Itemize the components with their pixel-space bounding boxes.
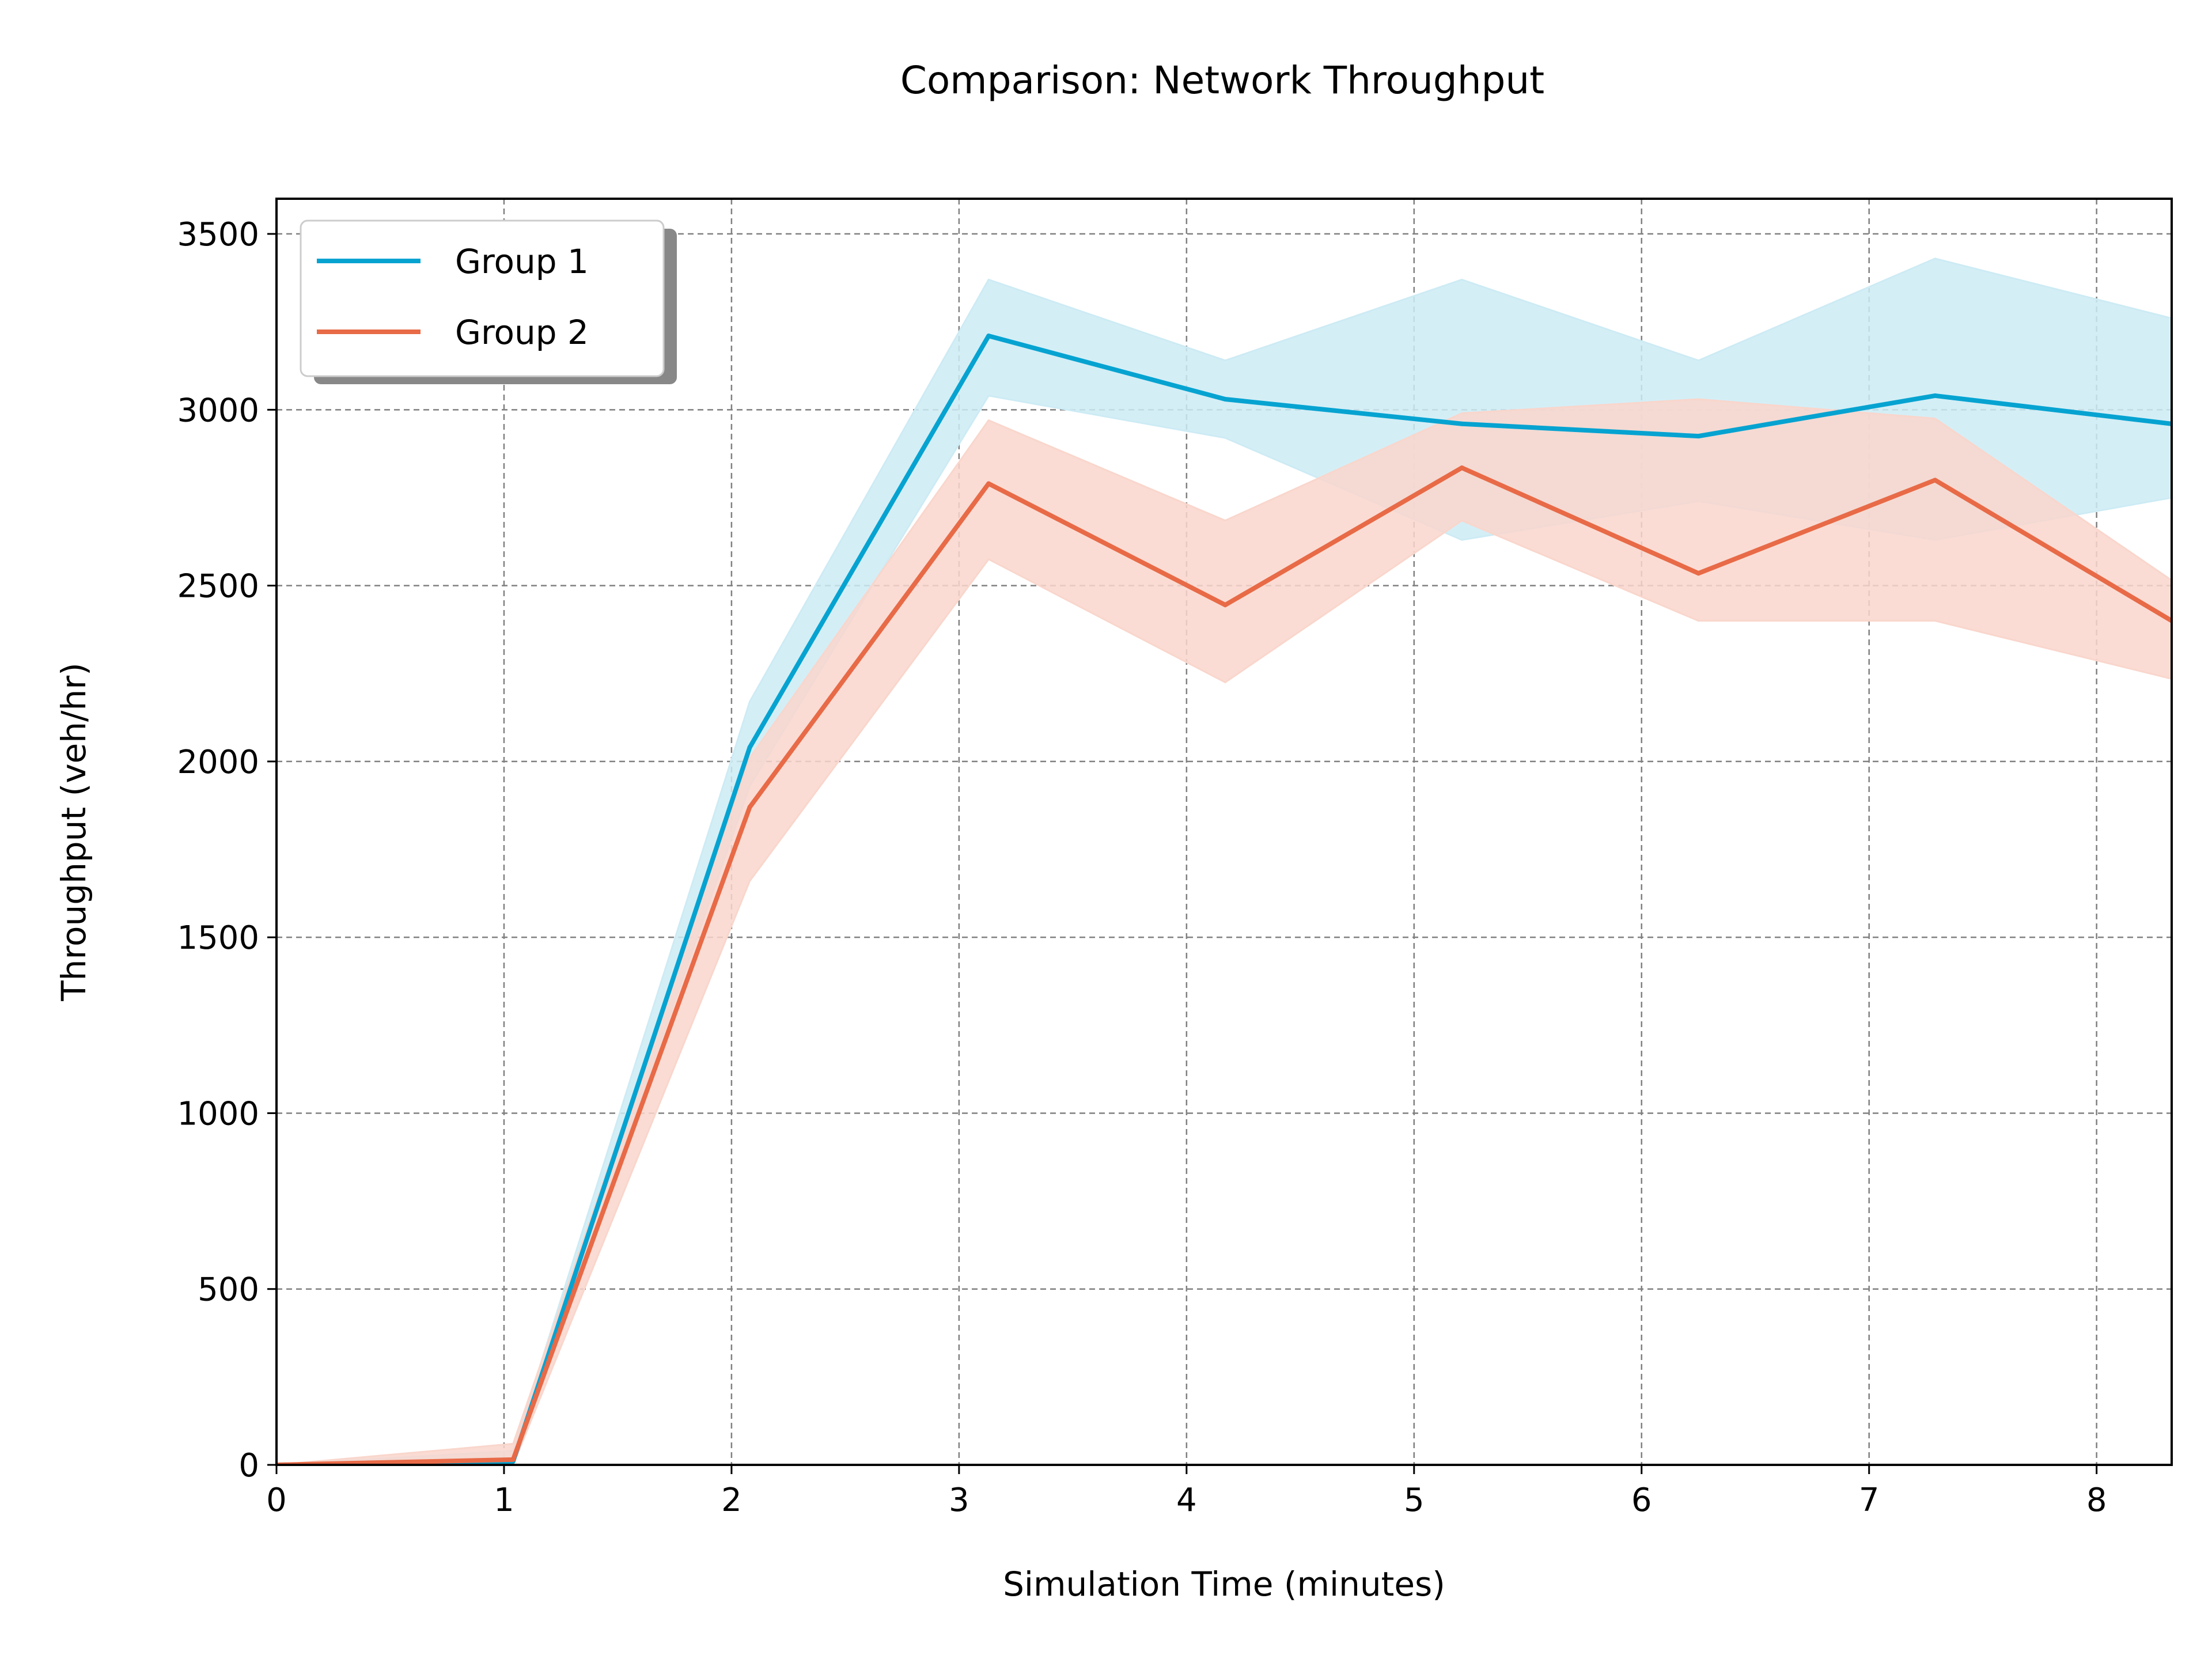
x-tick-label: 5 [1404, 1482, 1425, 1519]
x-tick-label: 2 [721, 1482, 742, 1519]
chart-title: Comparison: Network Throughput [900, 58, 1544, 103]
data-point-group-2 [510, 1457, 516, 1462]
data-point-group-2 [747, 805, 752, 810]
y-tick-label: 2000 [177, 744, 259, 781]
legend-label-group-1: Group 1 [455, 242, 589, 281]
y-axis-label: Throughput (veh/hr) [54, 662, 93, 1002]
x-axis-label: Simulation Time (minutes) [1003, 1565, 1445, 1604]
y-tick-label: 3500 [177, 216, 259, 253]
y-tick-label: 2500 [177, 568, 259, 605]
data-point-group-1 [747, 745, 752, 750]
data-point-group-1 [1459, 421, 1464, 426]
y-tick-label: 500 [198, 1271, 259, 1309]
legend: Group 1 Group 2 [300, 219, 677, 384]
x-tick-label: 7 [1859, 1482, 1880, 1519]
x-tick-label: 6 [1631, 1482, 1652, 1519]
axis-ticks: 0 1 2 3 4 5 6 7 8 0 500 1000 1500 2000 2500 3000 3500 [177, 216, 2107, 1519]
x-tick-label: 1 [494, 1482, 514, 1519]
data-point-group-2 [1459, 465, 1464, 471]
x-tick-label: 3 [949, 1482, 969, 1519]
data-point-group-1 [1696, 434, 1701, 439]
x-tick-label: 8 [2086, 1482, 2107, 1519]
data-point-group-2 [1933, 478, 1938, 483]
data-point-group-2 [1696, 571, 1701, 576]
data-point-group-1 [986, 334, 991, 339]
data-point-group-1 [1222, 397, 1228, 402]
x-tick-label: 0 [266, 1482, 287, 1519]
y-tick-label: 3000 [177, 392, 259, 429]
legend-label-group-2: Group 2 [455, 313, 589, 352]
plot-frame [275, 198, 2173, 1466]
y-tick-label: 0 [238, 1447, 259, 1484]
data-point-group-1 [1933, 393, 1938, 398]
y-tick-label: 1000 [177, 1095, 259, 1132]
data-point-group-2 [986, 481, 991, 486]
band-group-1 [276, 257, 2172, 1465]
y-tick-label: 1500 [177, 919, 259, 957]
x-tick-label: 4 [1176, 1482, 1197, 1519]
series-lines [276, 334, 2172, 1465]
data-point-group-2 [1222, 603, 1228, 608]
